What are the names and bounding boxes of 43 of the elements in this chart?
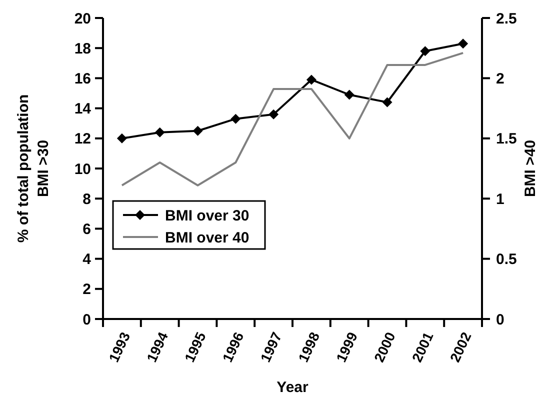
x-tick-label: 1997 — [257, 329, 285, 365]
line-series — [120, 52, 464, 186]
x-tick-label: 1998 — [294, 329, 323, 365]
y-tick-label: 14 — [74, 100, 92, 118]
legend-label: BMI over 30 — [165, 207, 250, 224]
x-axis-title: Year — [276, 379, 309, 396]
x-tick-label: 2002 — [446, 329, 474, 365]
point — [306, 74, 316, 85]
y-tick-label: 10 — [74, 160, 91, 178]
y-tick-label: 2 — [82, 281, 91, 298]
y-axis-title: % of total population BMI >30 — [15, 94, 52, 243]
point — [192, 126, 203, 136]
point — [382, 97, 392, 108]
y2-tick-label: 0 — [496, 311, 504, 328]
point — [420, 46, 430, 56]
y-tick-label: 20 — [74, 10, 91, 28]
point — [344, 90, 354, 100]
point — [458, 38, 468, 49]
y2-tick-label: 0.5 — [496, 251, 517, 268]
x-tick-label: 1993 — [105, 329, 134, 365]
x-tick-label: 1999 — [332, 329, 361, 365]
y2-tick-label: 1.5 — [496, 130, 517, 148]
point — [154, 127, 165, 138]
y-tick-label: 18 — [74, 40, 91, 58]
y2-tick-label: 2 — [496, 70, 504, 88]
y-tick-label: 12 — [74, 130, 91, 148]
point — [268, 109, 279, 120]
y-tick-label: 6 — [82, 220, 91, 238]
legend-label: BMI over 40 — [165, 229, 250, 246]
y2-tick-label: 2.5 — [496, 10, 517, 28]
y-tick-label: 0 — [82, 311, 91, 328]
y-tick-label: 8 — [82, 190, 91, 208]
x-tick-label: 1995 — [181, 329, 209, 365]
x-tick-label: 1996 — [219, 329, 247, 365]
point — [230, 114, 241, 124]
y2-tick-label: 1 — [496, 190, 504, 208]
y-tick-label: 4 — [82, 251, 92, 268]
point — [116, 133, 127, 144]
y-tick-label: 16 — [74, 70, 91, 88]
x-tick-label: 2001 — [408, 329, 436, 365]
y2-axis-title: BMI >40 — [522, 140, 539, 198]
x-tick-label: 1994 — [143, 329, 172, 365]
x-tick-label: 2000 — [370, 329, 398, 365]
